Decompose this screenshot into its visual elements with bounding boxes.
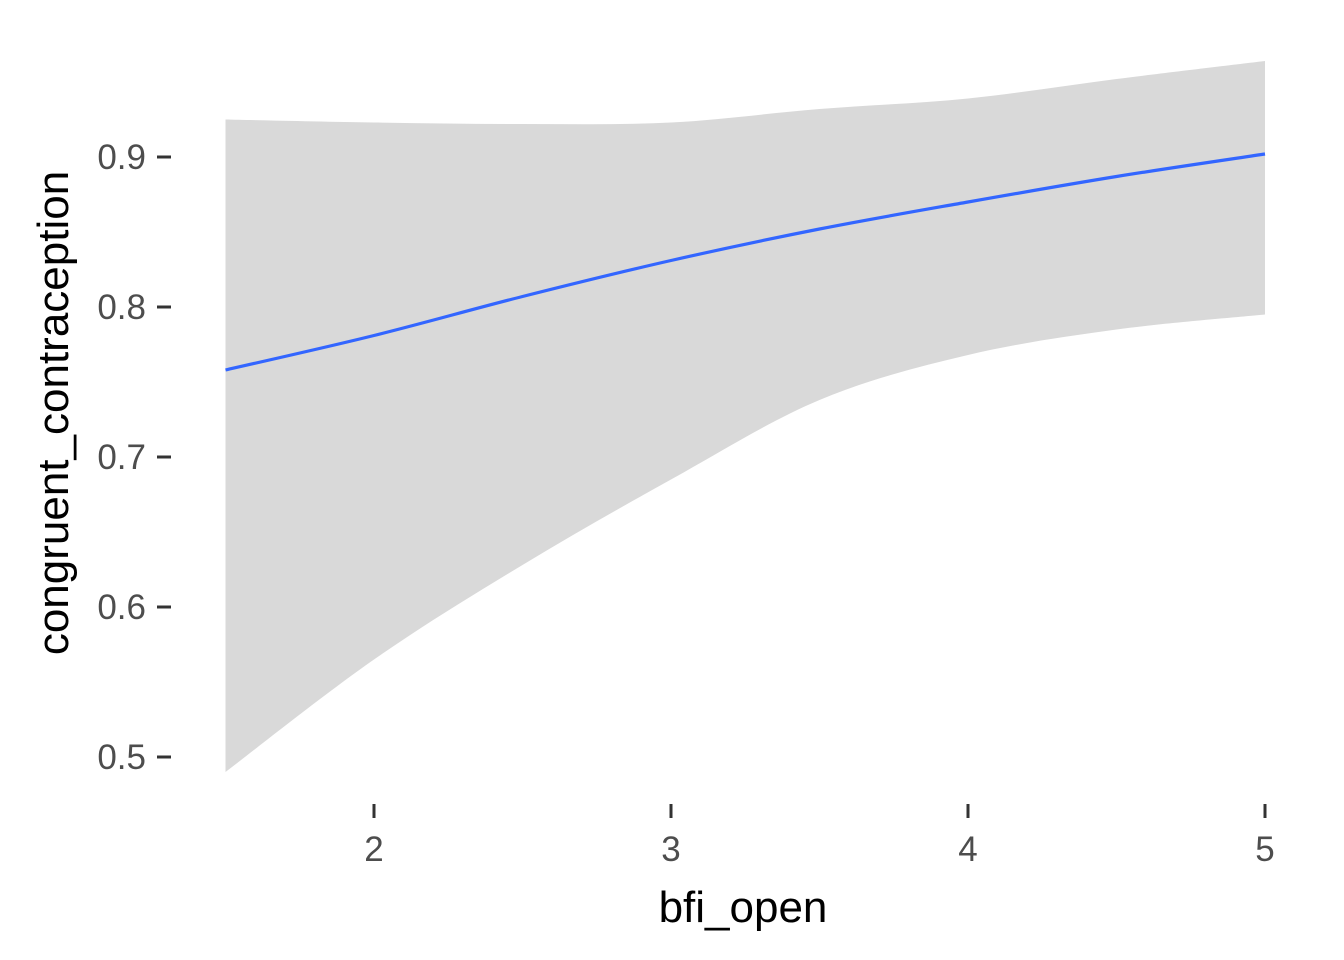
y-tick-label: 0.9 (97, 138, 146, 177)
y-axis-title: congruent_contraception (29, 171, 78, 655)
y-tick-label: 0.7 (97, 438, 146, 477)
x-tick-label: 3 (661, 830, 680, 869)
x-axis-title: bfi_open (659, 883, 828, 932)
x-tick-label: 4 (958, 830, 977, 869)
x-tick-label: 2 (364, 830, 383, 869)
y-axis: 0.5 0.6 0.7 0.8 0.9 (97, 138, 171, 777)
x-tick-label: 5 (1255, 830, 1274, 869)
y-tick-label: 0.5 (97, 738, 146, 777)
y-tick-label: 0.6 (97, 588, 146, 627)
fit-line (225, 152, 1266, 372)
plot-area (225, 61, 1266, 772)
confidence-ribbon (225, 61, 1265, 772)
x-axis: 2 3 4 5 (364, 804, 1275, 869)
y-tick-label: 0.8 (97, 288, 146, 327)
